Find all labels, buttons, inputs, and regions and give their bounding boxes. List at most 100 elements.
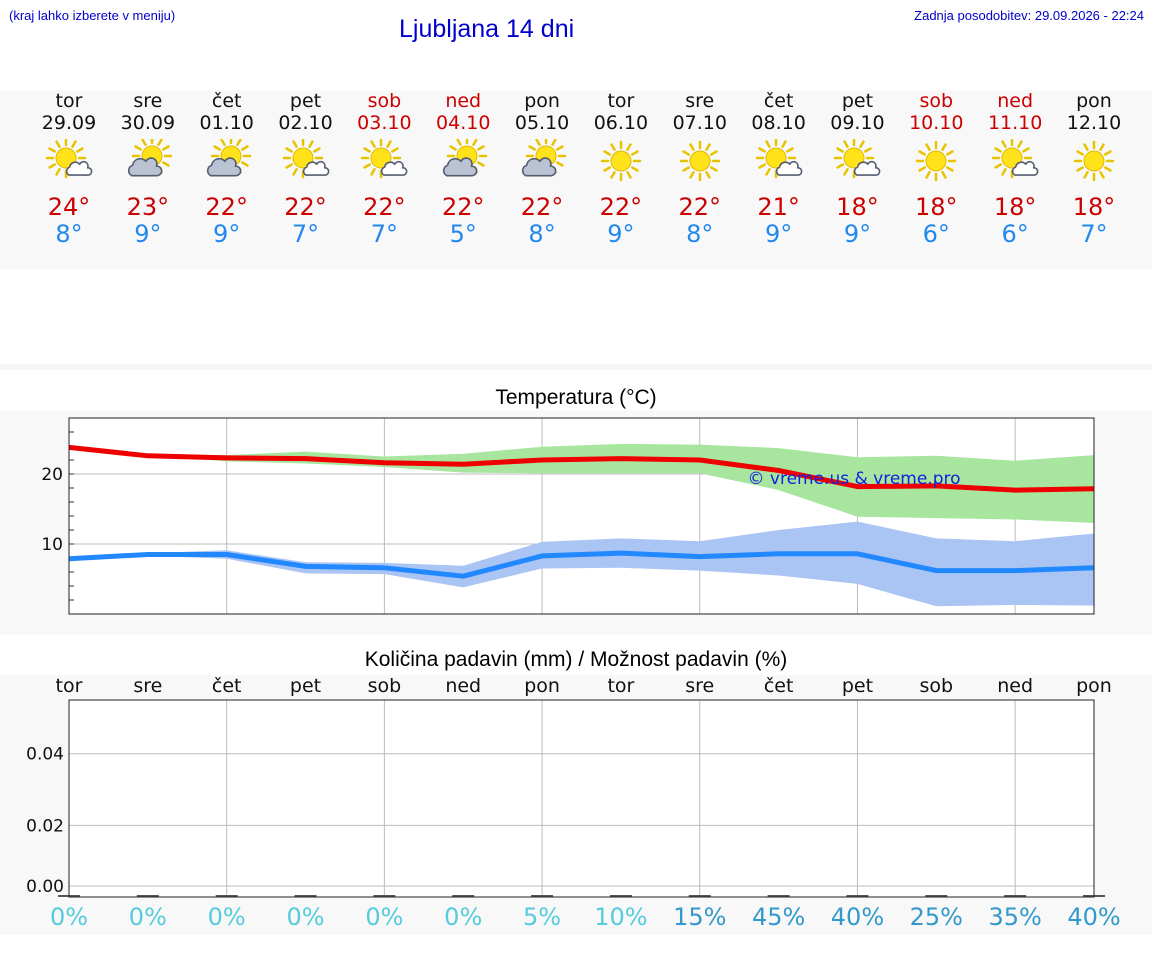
day-date: 11.10 [987, 112, 1043, 134]
day-column: sob 10.10 18° 6° [896, 90, 976, 248]
max-temp-range-band [69, 443, 1094, 523]
max-temp: 22° [205, 193, 248, 221]
y-tick-label: 0.00 [26, 877, 64, 897]
precipitation-bar [1004, 895, 1027, 897]
precipitation-panel: 0.00 0.02 0.04 tor sre čet pet sob ned pon tor sre č… [0, 675, 1152, 935]
sun-cloudy-icon [443, 139, 488, 177]
min-temp: 6° [1001, 220, 1029, 248]
max-temp: 18° [836, 193, 879, 221]
sun-icon [600, 140, 642, 182]
precipitation-bar [294, 895, 317, 897]
sun-cloud-icon [361, 139, 408, 179]
cloud-icon [127, 157, 163, 177]
day-name: pet [841, 90, 874, 112]
day-axis-label: pon [1076, 675, 1112, 697]
y-tick-label: 20 [41, 465, 63, 485]
day-name: sob [367, 90, 402, 112]
min-temp: 9° [134, 220, 162, 248]
precipitation-chart: 0.00 0.02 0.04 tor sre čet pet sob ned pon tor sre č… [26, 675, 1112, 898]
day-axis-label: čet [764, 675, 794, 697]
plot-area [69, 700, 1094, 897]
day-axis-label: pet [290, 675, 321, 697]
cloud-icon [302, 160, 329, 176]
day-column: čet 01.10 22° 9° [187, 90, 267, 248]
day-column: sre 30.09 23° 9° [108, 90, 188, 248]
precipitation-probability: 15% [673, 903, 727, 931]
plot-frame [68, 699, 1095, 898]
day-name: ned [997, 90, 1034, 112]
day-date: 29.09 [41, 112, 97, 134]
day-date: 07.10 [672, 112, 727, 134]
day-axis-label: sob [368, 675, 402, 697]
precipitation-bar [846, 895, 869, 897]
precipitation-probability: 10% [594, 903, 648, 931]
day-date: 09.10 [830, 112, 885, 134]
day-name: sob [919, 90, 954, 112]
temperature-chart: 10 20 © vreme.us & vreme.pro [41, 417, 1095, 615]
min-temp: 9° [764, 220, 793, 248]
sun-icon [679, 140, 721, 182]
precipitation-probability: 45% [751, 903, 806, 931]
sun-cloud-icon [991, 139, 1039, 179]
day-column: sre 07.10 22° 8° [660, 90, 740, 248]
day-name: sre [685, 90, 715, 112]
precipitation-probability: 35% [988, 903, 1042, 931]
day-axis-label: sob [920, 675, 954, 697]
day-name: ned [445, 90, 482, 112]
min-temp: 8° [686, 220, 714, 248]
max-temp: 18° [1072, 193, 1116, 221]
max-temp: 18° [993, 193, 1037, 221]
temperature-panel: 10 20 © vreme.us & vreme.pro [0, 410, 1152, 635]
sun-icon [916, 140, 957, 182]
day-name: čet [763, 90, 794, 112]
day-name: pet [289, 90, 322, 112]
y-tick-label: 0.04 [26, 745, 64, 765]
min-temp-line [68, 550, 1095, 579]
day-axis-label: ned [445, 675, 481, 697]
day-column: tor 29.09 24° 8° [29, 90, 109, 248]
page-title: Ljubljana 14 dni [399, 15, 575, 43]
day-column: pon 12.10 18° 7° [1054, 90, 1134, 248]
min-temp: 5° [449, 220, 477, 248]
min-temp: 9° [843, 220, 872, 248]
min-temp: 6° [922, 220, 950, 248]
day-column: tor 06.10 22° 9° [581, 90, 661, 248]
sun-cloudy-icon [127, 139, 173, 177]
precipitation-bar [373, 895, 396, 897]
sun-cloudy-icon [206, 139, 251, 177]
day-column: pet 02.10 22° 7° [266, 90, 346, 248]
min-temp: 9° [607, 220, 635, 248]
day-name: čet [211, 90, 242, 112]
day-date: 03.10 [357, 112, 412, 134]
day-name: pon [1076, 90, 1112, 112]
sun-icon [1073, 140, 1115, 182]
day-date: 04.10 [436, 112, 491, 134]
day-column: ned 11.10 18° 6° [975, 90, 1055, 248]
sun-icon [916, 140, 957, 182]
precipitation-probability: 5% [523, 903, 562, 931]
max-temp: 22° [520, 193, 564, 221]
cloud-icon [206, 157, 242, 177]
sun-icon [1073, 140, 1115, 182]
cloud-icon [775, 160, 803, 176]
max-temp: 24° [47, 193, 91, 221]
sun-cloud-icon [755, 139, 803, 179]
max-temp: 22° [363, 193, 406, 221]
precipitation-bar [452, 895, 475, 897]
max-temp: 22° [678, 193, 722, 221]
day-axis-label: tor [607, 675, 634, 697]
cloud-icon [1012, 160, 1039, 176]
precipitation-probability: 0% [365, 903, 404, 931]
cloud-icon [854, 160, 881, 176]
day-date: 10.10 [909, 112, 964, 134]
max-temp: 22° [599, 193, 643, 221]
day-column: sob 03.10 22° 7° [344, 90, 424, 248]
day-date: 08.10 [751, 112, 806, 134]
y-tick-label: 10 [41, 535, 63, 555]
day-axis-label: sre [133, 675, 162, 697]
day-date: 06.10 [593, 112, 649, 134]
cloud-icon [443, 157, 478, 177]
section-divider [0, 364, 1152, 370]
sun-cloudy-icon [521, 139, 567, 177]
min-temp: 7° [1080, 220, 1108, 248]
